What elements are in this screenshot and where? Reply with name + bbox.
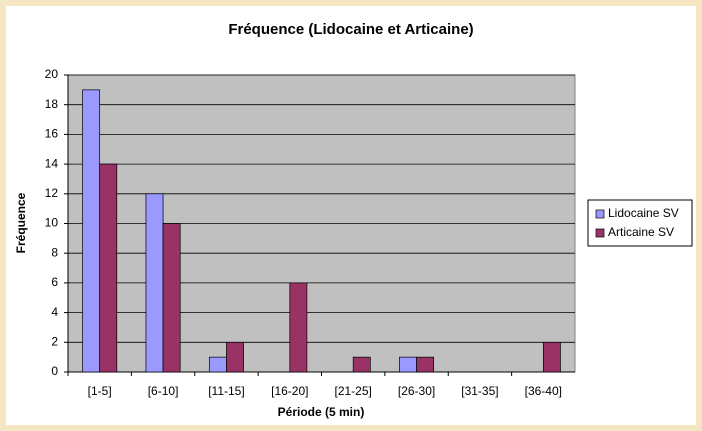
x-tick-label: [21-25] bbox=[335, 384, 372, 398]
legend-label: Articaine SV bbox=[608, 225, 674, 239]
x-tick-label: [36-40] bbox=[525, 384, 562, 398]
x-tick-label: [6-10] bbox=[148, 384, 179, 398]
bar bbox=[145, 193, 164, 373]
y-tick-label: 18 bbox=[45, 97, 59, 111]
bar bbox=[289, 282, 308, 373]
y-tick-label: 10 bbox=[45, 216, 59, 230]
bar bbox=[208, 356, 227, 373]
bar bbox=[82, 89, 101, 373]
x-tick-label: [1-5] bbox=[88, 384, 112, 398]
x-tick-label: [16-20] bbox=[271, 384, 308, 398]
legend-label: Lidocaine SV bbox=[608, 206, 679, 220]
y-tick-label: 2 bbox=[51, 334, 58, 348]
bar bbox=[162, 223, 181, 373]
y-tick-label: 0 bbox=[51, 364, 58, 378]
y-axis-label: Fréquence bbox=[14, 192, 28, 253]
y-tick-label: 4 bbox=[51, 305, 58, 319]
bar bbox=[399, 356, 417, 373]
x-tick-label: [26-30] bbox=[398, 384, 435, 398]
y-tick-label: 6 bbox=[51, 275, 58, 289]
legend-swatch bbox=[595, 228, 605, 238]
y-tick-label: 20 bbox=[45, 67, 59, 81]
y-tick-label: 8 bbox=[51, 245, 58, 259]
bar bbox=[226, 341, 244, 373]
bar bbox=[99, 163, 118, 373]
y-tick-label: 14 bbox=[45, 156, 59, 170]
x-tick-label: [31-35] bbox=[461, 384, 498, 398]
legend bbox=[587, 199, 693, 247]
y-tick-label: 16 bbox=[45, 127, 59, 141]
y-tick-label: 12 bbox=[45, 186, 59, 200]
legend-swatch bbox=[595, 209, 605, 219]
bar bbox=[542, 341, 561, 373]
bar bbox=[352, 356, 371, 373]
bar bbox=[416, 356, 435, 373]
chart-title: Fréquence (Lidocaine et Articaine) bbox=[228, 21, 473, 38]
x-axis-label: Période (5 min) bbox=[278, 405, 365, 419]
x-tick-label: [11-15] bbox=[208, 384, 244, 398]
